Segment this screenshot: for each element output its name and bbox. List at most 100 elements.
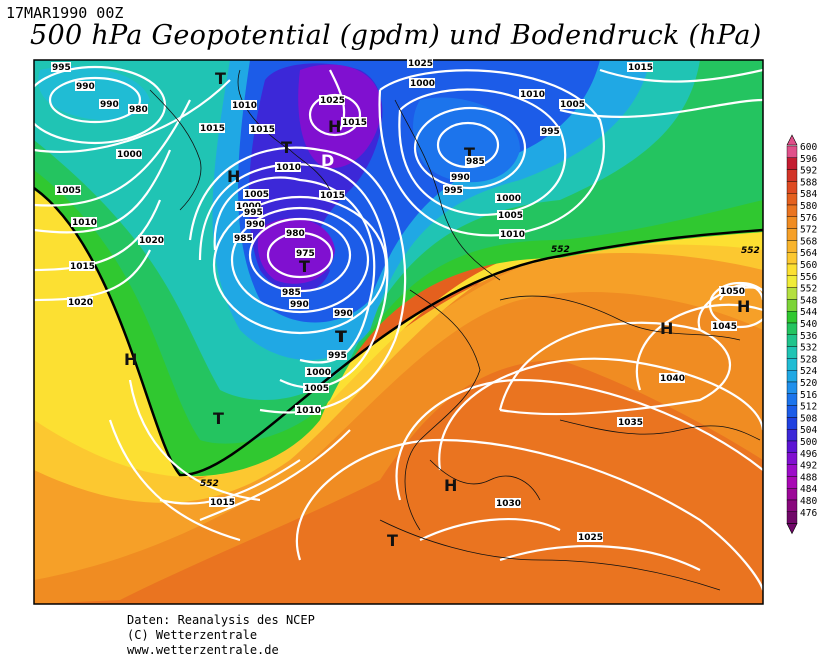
legend-swatch <box>786 169 798 182</box>
isobar-label-bg <box>281 287 301 297</box>
isobar-label: 1035 <box>618 418 643 428</box>
low-pressure-symbol: T <box>213 409 224 428</box>
isobar-label: 1010 <box>296 406 321 416</box>
isobar-label: 990 <box>100 100 119 110</box>
credit-source: Daten: Reanalysis des NCEP <box>127 613 315 627</box>
isobar-label: 1015 <box>250 125 275 135</box>
legend-label: 564 <box>800 248 817 259</box>
legend-swatch <box>786 216 798 229</box>
isobar-label-bg <box>116 149 142 159</box>
isobar-label: 1000 <box>410 79 435 89</box>
high-pressure-symbol: H <box>660 319 673 338</box>
isobar-label-bg <box>128 104 148 114</box>
legend-label: 532 <box>800 343 817 354</box>
isobar-label-bg <box>333 308 353 318</box>
legend-label: 512 <box>800 402 817 413</box>
isobar-label: 1005 <box>244 190 269 200</box>
legend-label: 492 <box>800 461 817 472</box>
legend-swatch <box>786 192 798 206</box>
legend-swatch <box>786 311 798 324</box>
isobar-label-bg <box>249 124 275 134</box>
legend-label: 516 <box>800 390 817 401</box>
map-title: 500 hPa Geopotential (gpdm) und Bodendru… <box>30 20 762 51</box>
isobar-label-bg <box>499 229 525 239</box>
legend-label: 536 <box>800 331 817 342</box>
isobar-label: 995 <box>52 63 71 73</box>
map-frame <box>33 59 764 605</box>
isobar-label: 1010 <box>500 230 525 240</box>
legend-label: 500 <box>800 437 817 448</box>
legend-label: 560 <box>800 260 817 271</box>
isobar-label-bg <box>497 210 523 220</box>
isobar-label: 1005 <box>498 211 523 221</box>
isobar-label-bg <box>275 162 301 172</box>
isobar-label: 1000 <box>496 194 521 204</box>
isobar-label: 1015 <box>70 262 95 272</box>
legend-swatch <box>786 263 798 277</box>
isobar-label: 1010 <box>72 218 97 228</box>
isobar-label-bg <box>199 123 225 133</box>
legend-swatch <box>786 440 798 454</box>
isobar-label-bg <box>285 228 305 238</box>
isobar-label: 1015 <box>342 118 367 128</box>
legend-label: 568 <box>800 236 817 247</box>
legend-swatch <box>786 157 798 170</box>
isobar-label-bg <box>295 405 321 415</box>
isobar-label-bg <box>67 297 93 307</box>
legend-label: 600 <box>800 142 817 153</box>
low-pressure-symbol: T <box>464 144 475 163</box>
legend-swatch <box>786 405 798 418</box>
isobar-label-bg <box>295 248 315 258</box>
legend-swatch <box>786 393 798 406</box>
isobar-label-bg <box>69 261 95 271</box>
isobar-label: 995 <box>444 186 463 196</box>
legend-label: 596 <box>800 154 817 165</box>
legend-label: 496 <box>800 449 817 460</box>
contour-552-label: 552 <box>551 245 570 255</box>
legend-label: 528 <box>800 354 817 365</box>
geopotential-field <box>34 60 763 604</box>
legend-label: 508 <box>800 413 817 424</box>
legend-label: 592 <box>800 166 817 177</box>
legend-arrow-bottom <box>786 523 798 535</box>
isobar-label: 1020 <box>68 298 93 308</box>
high-pressure-symbol: H <box>124 350 137 369</box>
isobar-label: 995 <box>244 208 263 218</box>
isobar-label: 980 <box>286 229 305 239</box>
legend-swatch <box>786 381 798 395</box>
isobar-label-bg <box>627 62 653 72</box>
isobar-label-bg <box>617 417 643 427</box>
isobar-label: 1005 <box>56 186 81 196</box>
legend-swatch <box>786 145 798 159</box>
legend-swatch <box>786 240 798 253</box>
isobar-label-bg <box>409 78 435 88</box>
isobar-label: 990 <box>76 82 95 92</box>
isobar-label-bg <box>243 207 263 217</box>
isobar-label-bg <box>305 367 331 377</box>
legend-label: 476 <box>800 508 817 519</box>
isobar-label-bg <box>559 99 585 109</box>
legend-label: 588 <box>800 177 817 188</box>
isobar-label: 1010 <box>520 90 545 100</box>
legend-swatch <box>786 299 798 312</box>
low-pressure-symbol: T <box>336 327 347 346</box>
isobar-label-bg <box>99 99 119 109</box>
color-scale-legend: 6005965925885845805765725685645605565525… <box>786 134 817 535</box>
legend-label: 544 <box>800 307 817 318</box>
legend-swatch <box>786 429 798 442</box>
legend-label: 572 <box>800 225 817 236</box>
isobar-label: 1015 <box>210 498 235 508</box>
isobar-label-bg <box>51 62 71 72</box>
isobar-label: 1015 <box>320 191 345 201</box>
isobar-label: 1015 <box>200 124 225 134</box>
isobar-label: 1025 <box>320 96 345 106</box>
legend-swatch <box>786 499 798 513</box>
data-credits: Daten: Reanalysis des NCEP (C) Wetterzen… <box>127 613 315 658</box>
low-pressure-symbol: T <box>281 138 292 157</box>
isobar-label: 1005 <box>304 384 329 394</box>
low-pressure-symbol: D <box>321 151 334 170</box>
isobar-label-bg <box>519 89 545 99</box>
isobar-label-bg <box>540 126 560 136</box>
isobar-label: 990 <box>334 309 353 319</box>
credit-url[interactable]: www.wetterzentrale.de <box>127 643 279 657</box>
